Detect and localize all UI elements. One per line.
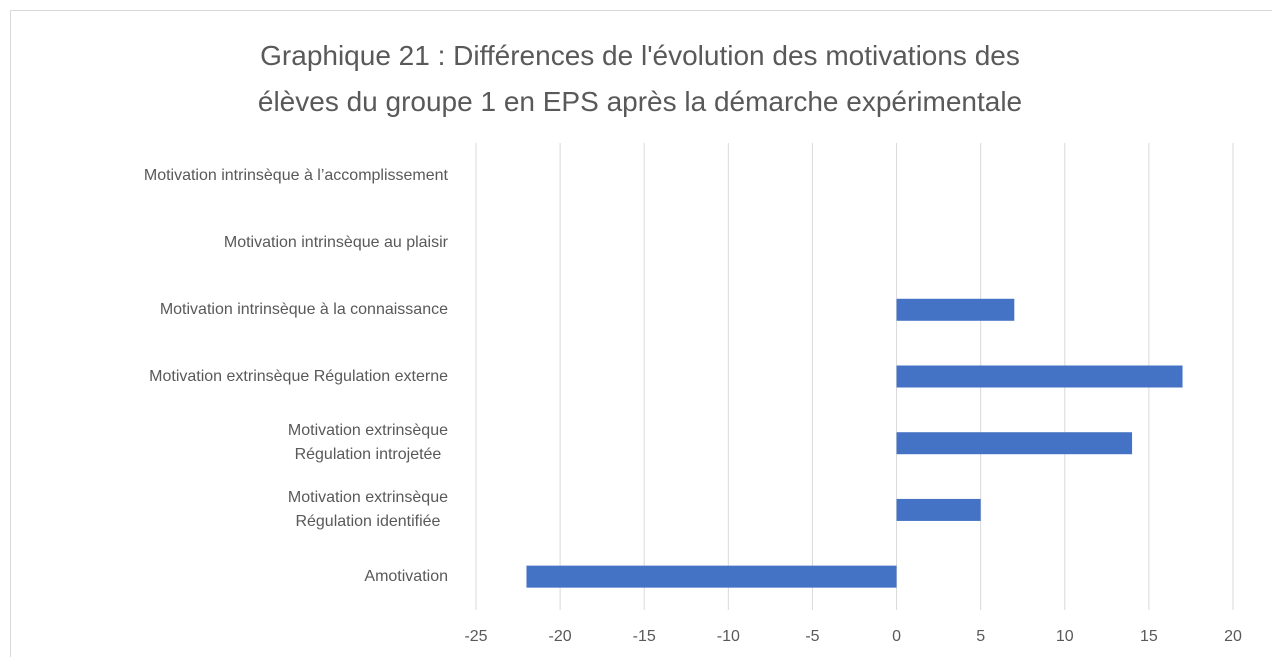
x-tick-label: -20 [549,628,572,645]
x-tick-label: 20 [1224,628,1242,645]
bar [896,498,981,521]
y-tick-label: Motivation extrinsèque Régulation introj… [287,422,448,464]
x-tick-label: 0 [892,628,901,645]
y-tick-label: Motivation extrinsèque Régulation extern… [149,367,448,385]
frame [10,10,1272,657]
bar [896,298,1015,321]
x-tick-label: -5 [805,628,819,645]
x-tick-label: -25 [464,628,487,645]
x-tick-label: -10 [717,628,740,645]
x-tick-label: 5 [976,628,985,645]
bar [896,432,1133,455]
y-tick-label: Motivation extrinsèque Régulation identi… [287,488,448,530]
y-tick-label: Motivation intrinsèque à l’accomplisseme… [143,167,448,185]
chart-title: Graphique 21 : Différences de l'évolutio… [257,40,1023,117]
bar [896,365,1183,388]
y-tick-label: Motivation intrinsèque au plaisir [223,234,448,252]
x-tick-label: 10 [1056,628,1074,645]
x-tick-label: -15 [633,628,656,645]
y-tick-label: Motivation intrinsèque à la connaissance [159,300,448,318]
y-tick-label: Amotivation [364,567,448,585]
bar [526,565,897,588]
x-tick-label: 15 [1140,628,1158,645]
